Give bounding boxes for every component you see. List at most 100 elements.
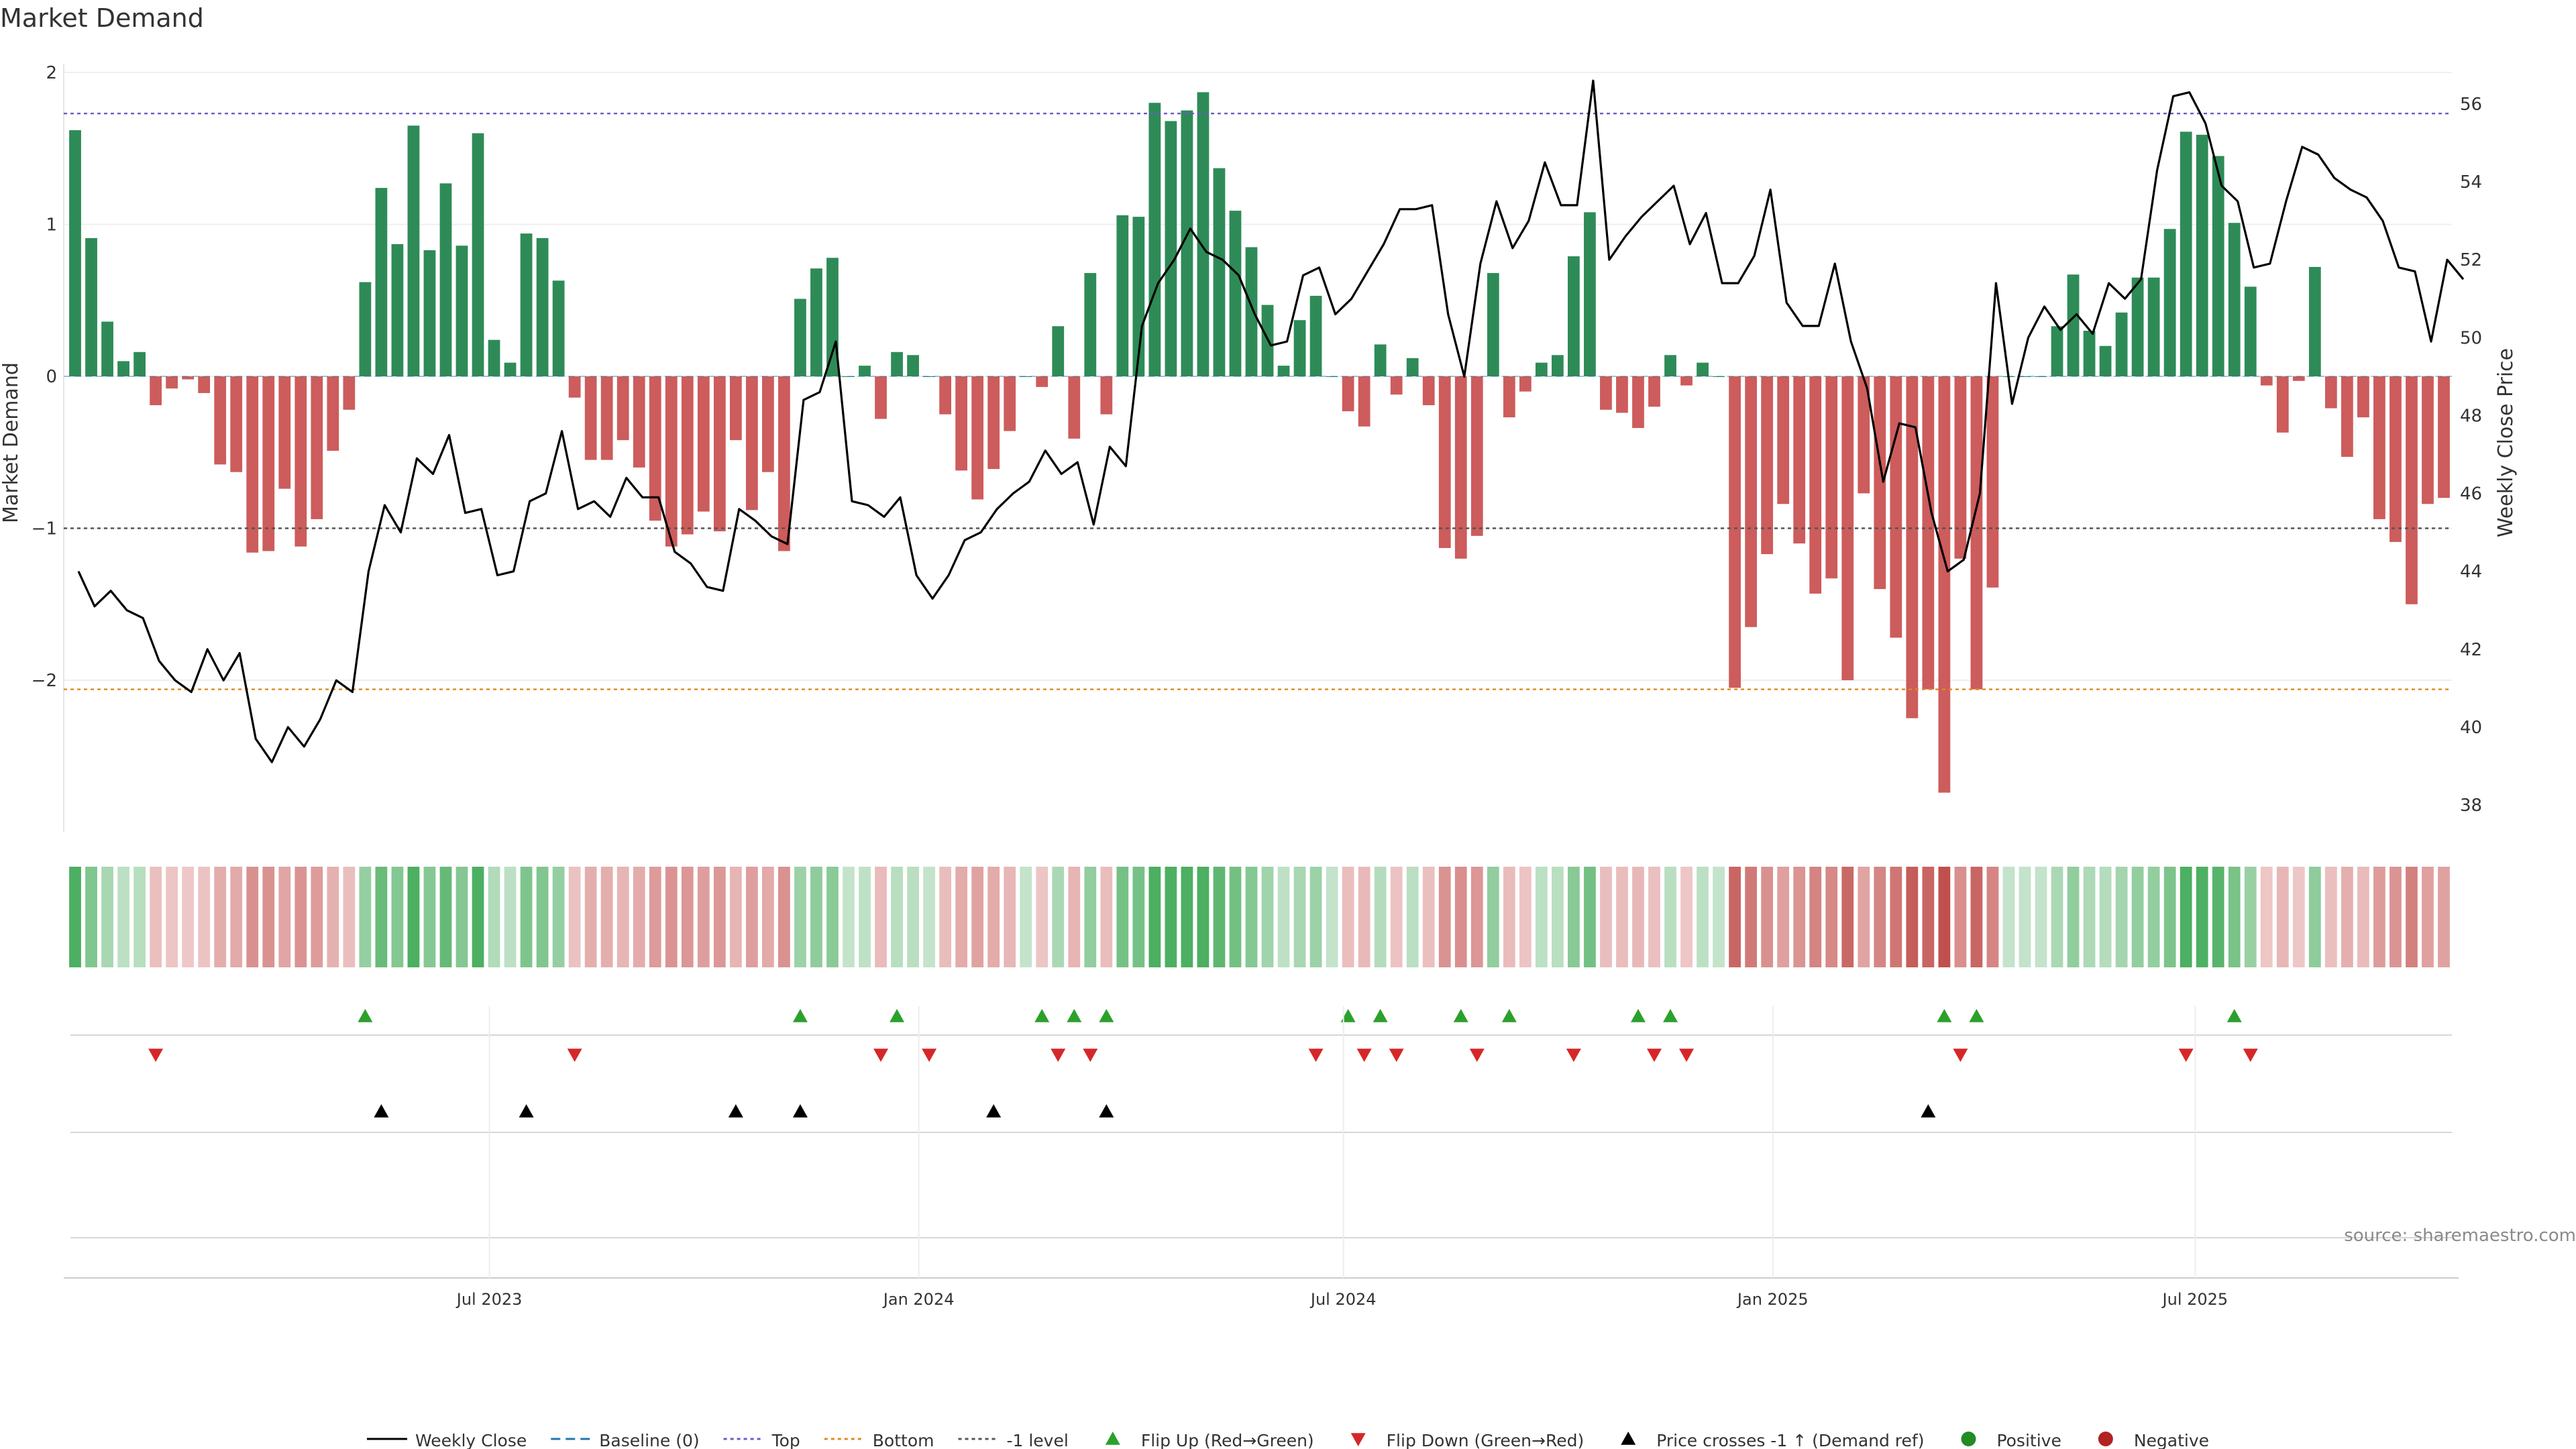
legend-item: Flip Down (Green→Red) — [1350, 1431, 1584, 1449]
demand-bar — [1229, 211, 1242, 376]
demand-bar — [85, 237, 97, 376]
demand-bar — [2019, 376, 2031, 377]
left-tick-label: 2 — [46, 63, 57, 83]
heat-cell — [1616, 867, 1628, 967]
demand-bar — [1100, 376, 1113, 415]
legend-label: Top — [771, 1431, 800, 1449]
demand-bar — [1777, 376, 1790, 504]
heat-cell — [1132, 867, 1145, 967]
flip-down-marker — [873, 1049, 889, 1062]
heat-cell — [1713, 867, 1725, 967]
legend-label: Price crosses -1 ↑ (Demand ref) — [1656, 1431, 1924, 1449]
heat-cell — [455, 867, 468, 967]
flip-up-marker — [1501, 1009, 1517, 1022]
flip-up-marker — [792, 1009, 808, 1022]
legend-item: Positive — [1961, 1431, 2061, 1449]
heat-cell — [568, 867, 581, 967]
demand-bar — [311, 376, 323, 519]
heat-cell — [1503, 867, 1515, 967]
x-tick-label: Jul 2024 — [1309, 1290, 1377, 1309]
heat-cell — [875, 867, 887, 967]
heat-cell — [1052, 867, 1065, 967]
heat-cell — [2341, 867, 2353, 967]
heat-cell — [616, 867, 629, 967]
legend-label: Baseline (0) — [599, 1431, 699, 1449]
heat-cell — [85, 867, 97, 967]
demand-bar — [2196, 134, 2208, 377]
flip-up-marker — [358, 1009, 373, 1022]
heat-cell — [1600, 867, 1612, 967]
demand-bar — [1697, 362, 1709, 376]
heat-cell — [1454, 867, 1467, 967]
flip-up-marker — [1630, 1009, 1646, 1022]
demand-bar — [1729, 376, 1741, 688]
demand-bar — [246, 376, 259, 553]
heat-cell — [1825, 867, 1838, 967]
heat-cell — [359, 867, 372, 967]
heat-cell — [1874, 867, 1886, 967]
flip-up-marker — [1663, 1009, 1678, 1022]
demand-bar — [439, 183, 452, 376]
heat-cell — [182, 867, 195, 967]
legend-label: Bottom — [873, 1431, 934, 1449]
heat-cell — [794, 867, 806, 967]
right-tick-label: 50 — [2460, 328, 2482, 348]
demand-bar — [1503, 376, 1515, 418]
heat-cell — [262, 867, 275, 967]
demand-bar — [1277, 366, 1290, 376]
demand-bar — [907, 355, 919, 376]
heat-cell — [923, 867, 935, 967]
heat-cell — [552, 867, 565, 967]
legend-item: Bottom — [824, 1431, 934, 1449]
heat-cell — [101, 867, 113, 967]
demand-bar — [1342, 376, 1354, 412]
heat-cell — [1148, 867, 1161, 967]
flip-up-marker — [1340, 1009, 1356, 1022]
triangle-down-red-icon — [1350, 1433, 1366, 1446]
demand-bar — [1841, 376, 1854, 680]
heat-cell — [2180, 867, 2192, 967]
flip-down-marker — [1953, 1049, 1968, 1062]
heat-cell — [1551, 867, 1564, 967]
demand-bar — [568, 376, 581, 398]
demand-bar — [1858, 376, 1870, 494]
flip-down-marker — [1566, 1049, 1581, 1062]
demand-bar — [1213, 168, 1226, 376]
demand-bar — [1632, 376, 1644, 429]
heat-cell — [2083, 867, 2096, 967]
demand-bar — [1309, 295, 1322, 376]
heat-cell — [1890, 867, 1902, 967]
heat-cell — [1181, 867, 1193, 967]
demand-panel: 2 1 0 −1 −2 56 54 52 50 48 46 44 42 40 38 Market Dema… — [0, 63, 2518, 832]
heat-cell — [1793, 867, 1806, 967]
demand-bar — [1084, 272, 1097, 376]
demand-bar — [1745, 376, 1758, 627]
demand-bar — [1761, 376, 1774, 555]
heat-cell — [2196, 867, 2208, 967]
heat-cell — [1165, 867, 1177, 967]
flip-up-marker — [1969, 1009, 1984, 1022]
flip-down-marker — [1646, 1049, 1662, 1062]
right-tick-label: 54 — [2460, 172, 2482, 193]
heat-cell — [1084, 867, 1097, 967]
heat-cell — [2324, 867, 2337, 967]
demand-bar — [1374, 344, 1387, 376]
legend-item: Baseline (0) — [551, 1431, 700, 1449]
signal-panel: Jul 2023 Jan 2024 Jul 2024 Jan 2025 Jul 2025 — [64, 1006, 2459, 1309]
demand-bar — [1922, 376, 1935, 690]
heat-cell — [1858, 867, 1870, 967]
demand-bar — [214, 376, 227, 465]
heat-cell — [150, 867, 162, 967]
demand-bar — [665, 376, 678, 547]
demand-bar — [2390, 376, 2402, 542]
demand-bar — [1680, 376, 1693, 386]
heat-cell — [697, 867, 710, 967]
demand-bars — [69, 92, 2450, 793]
demand-bar — [729, 376, 742, 441]
heat-cell — [1100, 867, 1113, 967]
demand-bar — [1793, 376, 1806, 544]
flip-down-marker — [1469, 1049, 1485, 1062]
demand-bar — [1390, 376, 1403, 395]
heat-cell — [907, 867, 919, 967]
heat-cell — [633, 867, 645, 967]
